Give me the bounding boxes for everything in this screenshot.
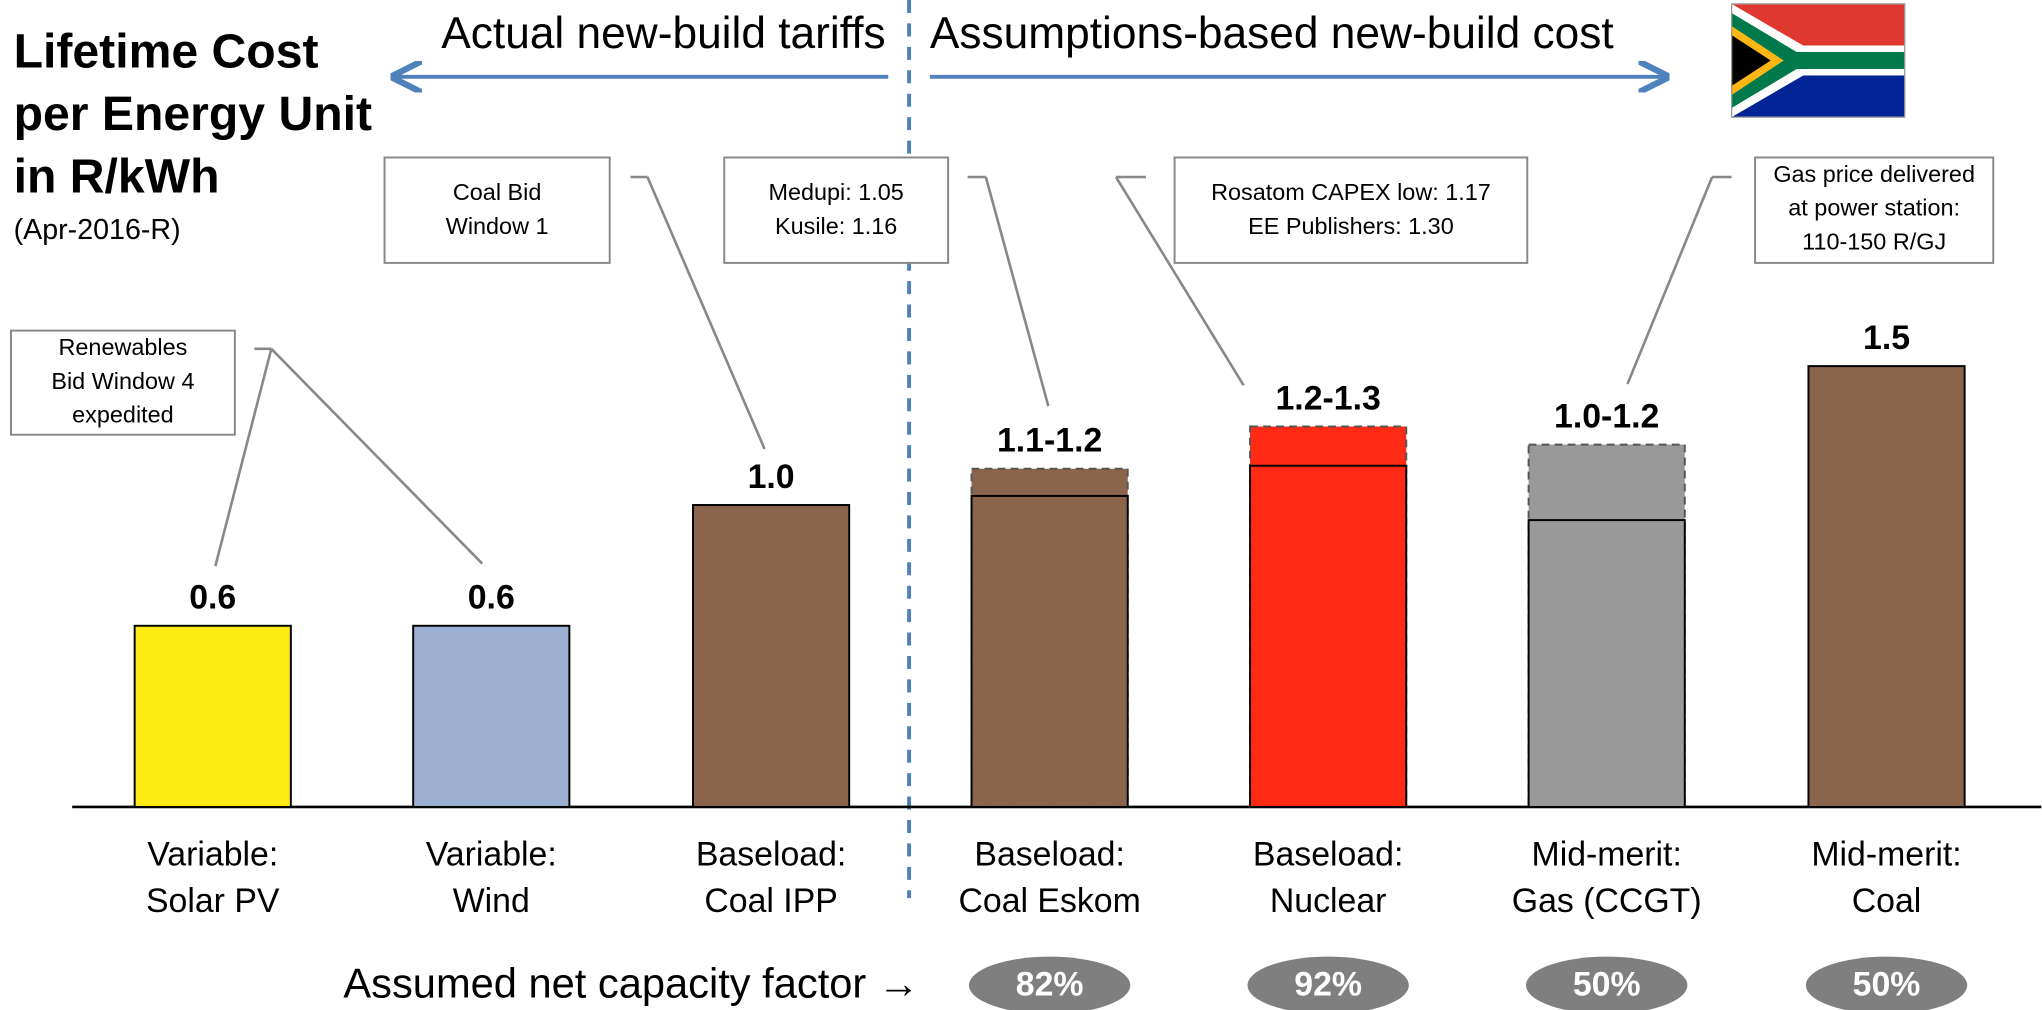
x-tick-label: Gas (CCGT) — [1512, 882, 1702, 920]
x-tick-label: Baseload: — [974, 835, 1124, 873]
x-tick-label: Solar PV — [146, 882, 280, 920]
section-label: Assumptions-based new-build cost — [930, 9, 1614, 58]
bar — [133, 624, 292, 808]
subtitle: (Apr-2016-R) — [14, 214, 181, 246]
x-tick-label: Variable: — [147, 835, 278, 873]
capacity-value: 50% — [1573, 966, 1641, 1004]
value-label: 1.1-1.2 — [997, 422, 1102, 460]
annotation-text: at power station: — [1788, 195, 1960, 221]
annotation-text: Renewables — [59, 334, 188, 360]
x-tick-label: Coal — [1852, 882, 1922, 920]
bar — [692, 504, 851, 808]
leader-line — [1114, 176, 1245, 386]
x-tick-label: Baseload: — [696, 835, 846, 873]
leader-line — [646, 176, 766, 450]
bar — [412, 624, 571, 808]
annotation-text: EE Publishers: 1.30 — [1248, 213, 1454, 239]
x-tick-label: Wind — [453, 882, 530, 920]
x-tick-label: Mid-merit: — [1532, 835, 1682, 873]
flag — [1730, 3, 1906, 118]
capacity-oval — [1805, 956, 1968, 1010]
x-tick-label: Coal Eskom — [958, 882, 1140, 920]
annotation-box — [10, 329, 236, 436]
capacity-label: Assumed net capacity factor → — [343, 960, 919, 1007]
bar — [1807, 365, 1966, 808]
leader-line — [984, 176, 1050, 407]
bar — [970, 494, 1129, 808]
capacity-value: 92% — [1294, 966, 1362, 1004]
annotation-box — [1173, 156, 1529, 264]
capacity-oval — [1247, 956, 1409, 1010]
bar — [1249, 464, 1408, 808]
bar — [1527, 519, 1686, 808]
annotation-box — [1754, 156, 1995, 264]
annotation-text: Medupi: 1.05 — [769, 179, 904, 205]
x-tick-label: Variable: — [426, 835, 557, 873]
value-label: 1.2-1.3 — [1276, 379, 1381, 417]
annotation-text: Bid Window 4 — [51, 368, 194, 394]
value-label: 0.6 — [468, 579, 515, 617]
value-label: 1.0-1.2 — [1554, 398, 1659, 436]
title-line: Lifetime Cost — [14, 24, 319, 78]
annotation-box — [383, 156, 611, 264]
annotation-text: Coal Bid — [453, 179, 541, 205]
annotation-text: Kusile: 1.16 — [775, 213, 897, 239]
value-label: 1.0 — [748, 458, 795, 496]
annotation-text: expedited — [72, 402, 174, 428]
annotation-text: Window 1 — [446, 213, 549, 239]
annotation-text: Rosatom CAPEX low: 1.17 — [1211, 179, 1491, 205]
annotation-box — [723, 156, 950, 264]
value-label: 1.5 — [1863, 319, 1910, 357]
annotation-text: Gas price delivered — [1773, 161, 1975, 187]
capacity-oval — [1526, 956, 1688, 1010]
capacity-oval — [968, 956, 1131, 1010]
leader-line — [214, 348, 273, 567]
x-tick-label: Nuclear — [1270, 882, 1387, 920]
section-label: Actual new-build tariffs — [441, 9, 885, 58]
capacity-value: 50% — [1853, 966, 1921, 1004]
title-line: per Energy Unit — [14, 87, 372, 141]
leader-line — [270, 347, 484, 565]
x-tick-label: Coal IPP — [704, 882, 838, 920]
title-line: in R/kWh — [14, 149, 220, 203]
leader-line — [1626, 176, 1714, 385]
value-label: 0.6 — [189, 579, 236, 617]
x-tick-label: Mid-merit: — [1811, 835, 1961, 873]
capacity-value: 82% — [1016, 966, 1084, 1004]
annotation-text: 110-150 R/GJ — [1802, 229, 1946, 255]
x-tick-label: Baseload: — [1253, 835, 1403, 873]
